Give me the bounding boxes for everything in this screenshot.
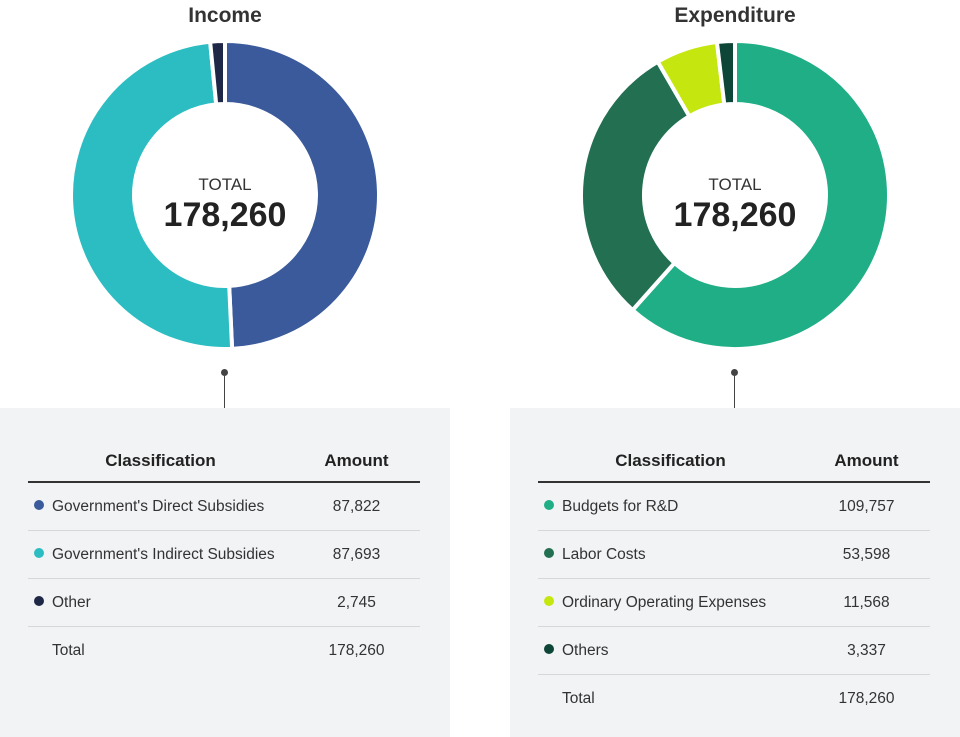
table-row: Other 2,745 [28, 578, 420, 627]
legend-dot-icon [34, 547, 44, 558]
income-panel: Income TOTAL 178,260 Classification Amou… [0, 0, 450, 737]
legend-dot-icon [34, 499, 44, 510]
donut-slice-government-s-direct-subsidies [223, 40, 380, 350]
chart-title: Expenditure [674, 4, 796, 27]
expenditure-table: Classification Amount Budgets for R&D 10… [538, 440, 930, 722]
row-amount: 3,337 [803, 626, 930, 675]
donut-center-label: TOTAL [708, 175, 761, 194]
table-header-row: Classification Amount [28, 440, 420, 483]
row-label: Labor Costs [562, 545, 646, 563]
donut-center-total: 178,260 [674, 196, 797, 234]
amount-header: Amount [803, 440, 930, 483]
donut-center-total: 178,260 [164, 196, 287, 234]
total-label: Total [562, 689, 595, 707]
donut-slice-government-s-indirect-subsidies [70, 40, 235, 350]
table-row: Government's Direct Subsidies 87,822 [28, 482, 420, 531]
row-amount: 87,693 [293, 530, 420, 579]
row-amount: 87,822 [293, 482, 420, 531]
legend-dot-icon [544, 547, 554, 558]
donut-slice-budgets-for-r-d [630, 40, 890, 350]
expenditure-panel: Expenditure TOTAL 178,260 Classification… [510, 0, 960, 737]
row-amount: 109,757 [803, 482, 930, 531]
row-label: Other [52, 593, 91, 611]
table-total-row: Total 178,260 [28, 627, 420, 675]
classification-header: Classification [28, 440, 293, 483]
row-amount: 2,745 [293, 578, 420, 627]
table-row: Others 3,337 [538, 626, 930, 675]
row-label: Government's Direct Subsidies [52, 497, 265, 515]
row-amount: 11,568 [803, 578, 930, 627]
row-amount: 53,598 [803, 530, 930, 579]
expenditure-table-box: Classification Amount Budgets for R&D 10… [510, 408, 960, 737]
connector-line [224, 376, 225, 408]
donut-center-label: TOTAL [198, 175, 251, 194]
amount-header: Amount [293, 440, 420, 483]
total-amount: 178,260 [328, 641, 385, 659]
connector-line [734, 376, 735, 408]
row-label: Others [562, 641, 609, 659]
legend-dot-icon [544, 595, 554, 606]
connector-dot [221, 369, 228, 376]
table-header-row: Classification Amount [538, 440, 930, 483]
table-row: Ordinary Operating Expenses 11,568 [538, 578, 930, 627]
donut-slice-others [714, 40, 737, 107]
donut-slice-labor-costs [580, 59, 692, 313]
income-table-box: Classification Amount Government's Direc… [0, 408, 450, 737]
legend-dot-icon [544, 643, 554, 654]
table-total-row: Total 178,260 [538, 675, 930, 723]
table-row: Budgets for R&D 109,757 [538, 482, 930, 531]
row-label: Government's Indirect Subsidies [52, 545, 275, 563]
row-label: Ordinary Operating Expenses [562, 593, 767, 611]
income-table: Classification Amount Government's Direc… [28, 440, 420, 674]
table-row: Labor Costs 53,598 [538, 530, 930, 579]
table-row: Government's Indirect Subsidies 87,693 [28, 530, 420, 579]
total-amount: 178,260 [838, 689, 895, 707]
chart-title: Income [188, 4, 262, 27]
income-donut-chart: TOTAL 178,260 [70, 40, 380, 350]
row-label: Budgets for R&D [562, 497, 679, 515]
legend-dot-icon [544, 499, 554, 510]
classification-header: Classification [538, 440, 803, 483]
connector-dot [731, 369, 738, 376]
donut-slice-other [208, 40, 227, 107]
total-label: Total [52, 641, 85, 659]
legend-dot-icon [34, 595, 44, 606]
expenditure-donut-chart: TOTAL 178,260 [580, 40, 890, 350]
